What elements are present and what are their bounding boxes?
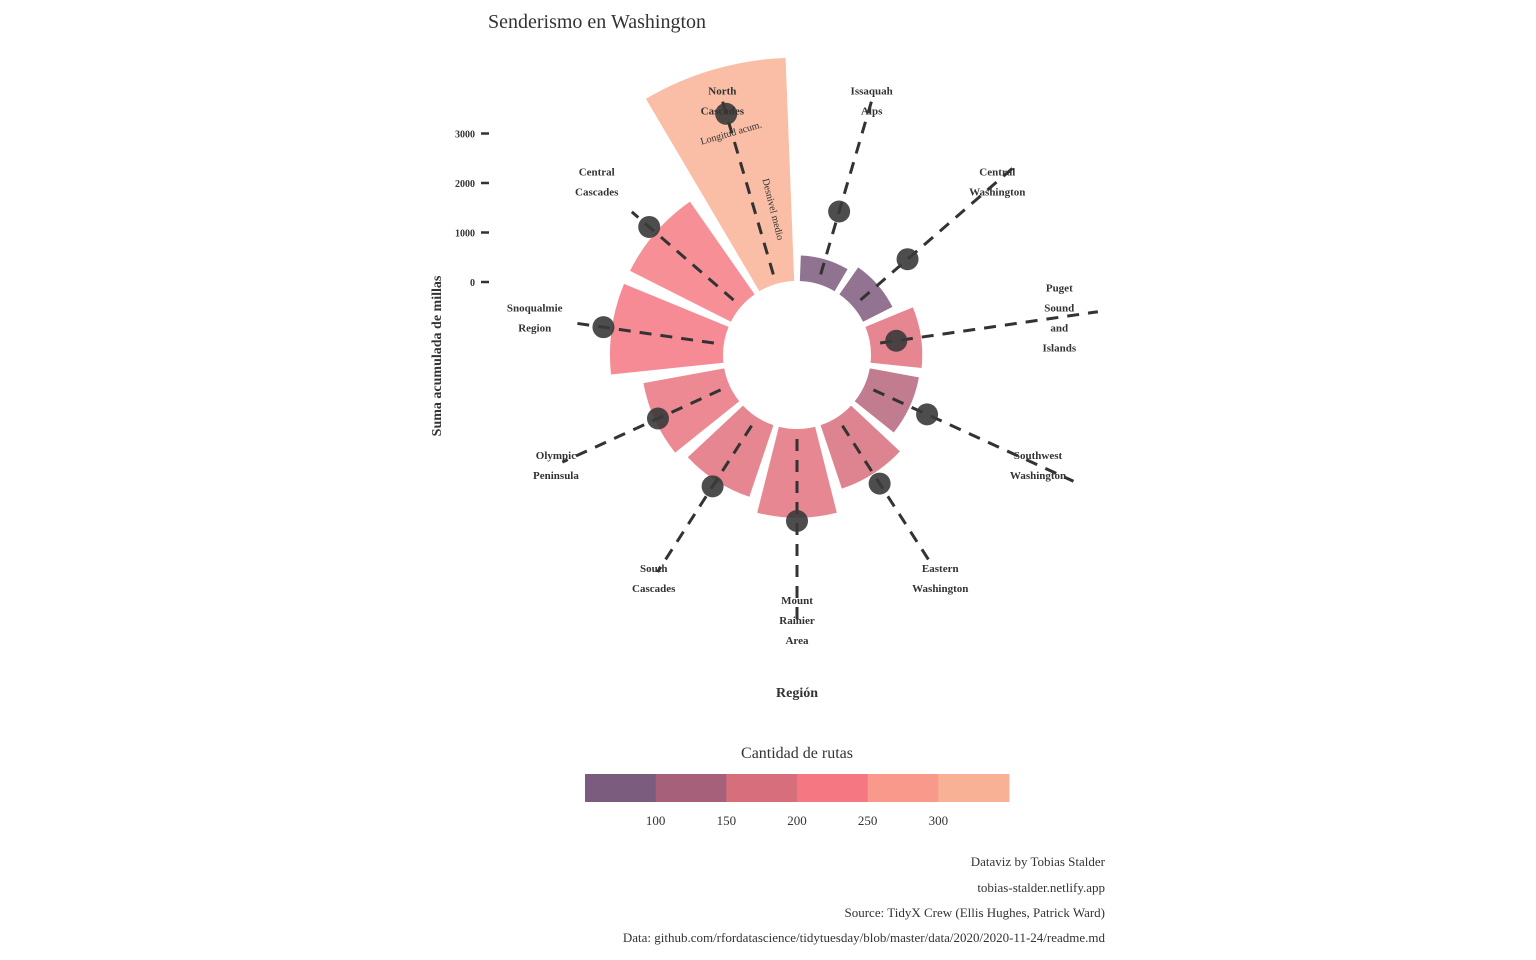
gain-dot	[646, 407, 669, 430]
gain-line	[561, 388, 722, 464]
caption: Dataviz by Tobias Stalder tobias-stalder…	[623, 854, 1106, 945]
legend-tick-label: 150	[717, 813, 737, 828]
gain-dot	[868, 472, 891, 495]
category-label: North Cascades	[701, 86, 745, 118]
category-label-line: Sound	[1044, 302, 1074, 314]
gain-dot	[638, 215, 661, 238]
category-label-line: Mount	[781, 595, 813, 607]
category-label-line: Eastern	[922, 563, 959, 575]
gain-dot	[828, 200, 851, 223]
caption-line: Data: github.com/rfordatascience/tidytue…	[623, 930, 1106, 945]
gain-line	[819, 94, 875, 275]
category-label: Snoqualmie Region	[507, 302, 563, 334]
bars-layer	[609, 57, 923, 518]
category-label-line: Issaquah	[851, 86, 893, 98]
category-label-line: Rainier	[779, 615, 815, 627]
bar	[757, 426, 837, 518]
gain-dot	[715, 102, 738, 125]
category-label-line: Southwest	[1014, 450, 1063, 462]
category-label: Central Cascades	[575, 166, 619, 198]
category-label-line: Central	[979, 166, 1015, 178]
legend: Cantidad de rutas 100 150 200 250 300	[585, 745, 1010, 828]
category-label: Olympic Peninsula	[533, 450, 579, 482]
category-label-line: Washington	[1010, 470, 1066, 482]
legend-ticks: 100 150 200 250 300	[646, 813, 948, 828]
y-axis: 0 1000 2000 3000	[455, 130, 489, 289]
gain-dot	[885, 329, 908, 352]
caption-line: Source: TidyX Crew (Ellis Hughes, Patric…	[845, 905, 1106, 920]
legend-tick-label: 100	[646, 813, 666, 828]
gain-line	[719, 94, 775, 275]
bar	[854, 368, 919, 433]
bar	[645, 57, 795, 292]
bar	[687, 405, 774, 497]
y-tick-label: 1000	[455, 229, 475, 240]
category-label-line: Peninsula	[533, 470, 579, 482]
gain-dot	[592, 316, 615, 339]
legend-swatch	[797, 774, 869, 802]
category-label-line: Olympic	[536, 450, 576, 462]
category-label-line: Washington	[912, 583, 968, 595]
gain-line	[656, 424, 753, 573]
y-tick-label: 2000	[455, 179, 475, 190]
x-axis-title: Región	[776, 686, 818, 701]
bar	[609, 283, 729, 375]
category-label-line: Washington	[969, 186, 1025, 198]
legend-tick-label: 200	[787, 813, 807, 828]
y-axis-title: Suma acumulada de millas	[430, 275, 445, 436]
legend-title: Cantidad de rutas	[741, 745, 853, 762]
bar	[643, 368, 740, 453]
y-tick-label: 0	[470, 278, 475, 289]
category-label-line: Region	[518, 322, 551, 334]
category-label: South Cascades	[632, 563, 676, 595]
category-label-line: Cascades	[632, 583, 676, 595]
gain-dot	[896, 248, 919, 271]
category-label-line: North	[708, 86, 736, 98]
category-label-line: South	[640, 563, 668, 575]
legend-swatch	[726, 774, 798, 802]
category-label: Central Washington	[969, 166, 1025, 198]
gain-line	[841, 424, 935, 568]
gain-line	[872, 388, 1075, 483]
bar	[799, 255, 848, 292]
gain-line	[859, 163, 1018, 302]
caption-line: tobias-stalder.netlify.app	[977, 880, 1105, 895]
legend-swatch	[655, 774, 727, 802]
gain-dot	[916, 403, 939, 426]
category-label: Southwest Washington	[1010, 450, 1066, 482]
category-label-line: Central	[579, 166, 615, 178]
gain-line	[879, 310, 1099, 345]
category-labels-layer: Issaquah Alps Central Washington Puget Sound a…	[507, 86, 1077, 647]
bar	[820, 405, 900, 489]
gain-dot	[786, 509, 808, 532]
category-label: Puget Sound and Islands	[1042, 282, 1076, 354]
category-label-line: Islands	[1042, 342, 1076, 354]
category-label-line: Puget	[1046, 282, 1073, 294]
y-tick-label: 3000	[455, 130, 475, 141]
legend-swatch	[938, 774, 1010, 802]
chart-title: Senderismo en Washington	[488, 11, 706, 33]
gain-dots-layer	[592, 102, 939, 532]
legend-swatch	[585, 774, 657, 802]
category-label: Issaquah Alps	[851, 86, 893, 118]
category-label-line: Cascades	[575, 186, 619, 198]
category-label-line: and	[1050, 322, 1068, 334]
category-label-line: Alps	[861, 106, 883, 118]
legend-tick-label: 300	[929, 813, 949, 828]
category-label-line: Snoqualmie	[507, 302, 563, 314]
bar	[630, 201, 755, 322]
legend-tick-label: 250	[858, 813, 878, 828]
category-label: Mount Rainier Area	[779, 595, 815, 647]
legend-swatch	[867, 774, 939, 802]
gain-dot	[701, 475, 724, 498]
category-label-line: Cascades	[701, 106, 745, 118]
caption-line: Dataviz by Tobias Stalder	[971, 854, 1106, 869]
category-label: Eastern Washington	[912, 563, 968, 595]
category-label-line: Area	[785, 635, 809, 647]
legend-colorbar	[585, 774, 1010, 802]
